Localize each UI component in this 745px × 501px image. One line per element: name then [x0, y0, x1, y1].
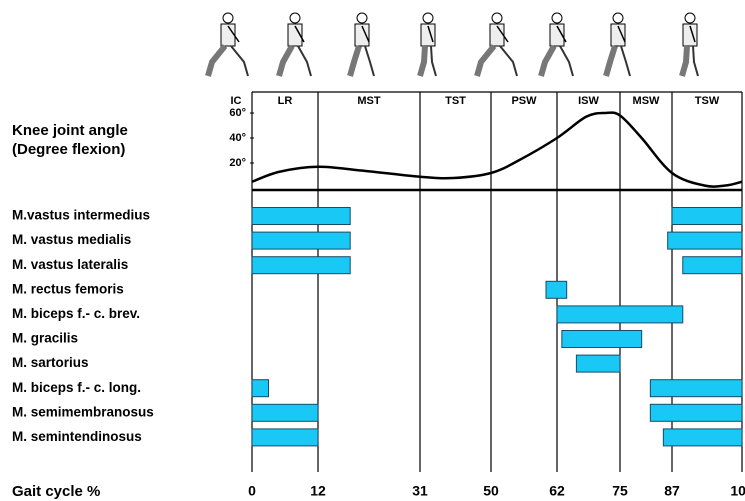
x-axis-label: Gait cycle % [12, 483, 100, 500]
figure-leg [208, 46, 225, 76]
x-tick-label: 75 [612, 483, 628, 499]
figure-head [290, 13, 300, 23]
activity-bar [663, 429, 742, 446]
figure-leg [621, 46, 630, 76]
figure-leg [431, 46, 436, 76]
muscle-label: M.vastus intermedius [12, 208, 150, 223]
figure-head [613, 13, 623, 23]
walker-figure [682, 13, 698, 76]
y-axis-label: (Degree flexion) [12, 141, 125, 158]
figure-leg [231, 46, 248, 76]
x-tick-label: 12 [310, 483, 326, 499]
x-tick-label: 62 [549, 483, 565, 499]
figure-leg [560, 46, 573, 76]
activity-bar [668, 232, 742, 249]
phase-label: TSW [695, 95, 720, 107]
muscle-label: M. gracilis [12, 331, 78, 346]
walker-figure [541, 13, 573, 76]
knee-angle-line [252, 113, 742, 187]
activity-bar [252, 257, 350, 274]
walker-figure [208, 13, 248, 76]
phase-label: TST [445, 95, 466, 107]
activity-bar [252, 208, 350, 225]
activity-bar [672, 208, 742, 225]
figure-leg [693, 46, 698, 76]
x-tick-label: 0 [248, 483, 256, 499]
muscle-label: M. sartorius [12, 355, 89, 370]
phase-label: LR [278, 95, 293, 107]
figure-leg [365, 46, 374, 76]
phase-label: IC [231, 95, 242, 107]
figure-leg [541, 46, 554, 76]
activity-bar [252, 232, 350, 249]
activity-bar [683, 257, 742, 274]
activity-bar [546, 281, 567, 298]
figure-head [552, 13, 562, 23]
figure-head [357, 13, 367, 23]
figure-leg [350, 46, 359, 76]
activity-bar [252, 429, 318, 446]
x-tick-label: 100 [730, 483, 745, 499]
walker-figure [350, 13, 374, 76]
phase-label: ISW [578, 95, 599, 107]
figure-leg [298, 46, 311, 76]
muscle-label: M. vastus medialis [12, 232, 131, 247]
figure-leg [279, 46, 292, 76]
activity-bar [557, 306, 683, 323]
figure-leg [500, 46, 517, 76]
figure-head [685, 13, 695, 23]
activity-bar [252, 404, 318, 421]
walker-figure [420, 13, 436, 76]
figure-head [223, 13, 233, 23]
muscle-label: M. rectus femoris [12, 281, 124, 296]
walker-figure [477, 13, 517, 76]
muscle-label: M. biceps f.- c. long. [12, 380, 141, 395]
muscle-label: M. semintendinosus [12, 429, 142, 444]
activity-bar [650, 380, 742, 397]
figure-head [492, 13, 502, 23]
figure-leg [606, 46, 615, 76]
walker-figure [606, 13, 630, 76]
y-tick-label: 60° [229, 107, 246, 119]
y-tick-label: 20° [229, 157, 246, 169]
phase-label: MSW [633, 95, 661, 107]
x-tick-label: 31 [412, 483, 428, 499]
x-tick-label: 50 [483, 483, 499, 499]
figure-head [423, 13, 433, 23]
figure-leg [477, 46, 494, 76]
y-tick-label: 40° [229, 132, 246, 144]
muscle-label: M. semimembranosus [12, 404, 154, 419]
x-tick-label: 87 [664, 483, 680, 499]
y-axis-label: Knee joint angle [12, 122, 128, 139]
activity-bar [576, 355, 620, 372]
figure-leg [682, 46, 687, 76]
phase-label: MST [357, 95, 381, 107]
muscle-label: M. vastus lateralis [12, 257, 128, 272]
figure-leg [420, 46, 425, 76]
activity-bar [562, 331, 642, 348]
muscle-label: M. biceps f.- c. brev. [12, 306, 140, 321]
page: {"chart_data": { "type": "gantt", "y_lab… [0, 0, 745, 501]
activity-bar [252, 380, 269, 397]
walker-figure [279, 13, 311, 76]
chart: Knee joint angle (Degree flexion) Gait c… [0, 0, 745, 501]
activity-bar [650, 404, 742, 421]
phase-label: PSW [511, 95, 537, 107]
